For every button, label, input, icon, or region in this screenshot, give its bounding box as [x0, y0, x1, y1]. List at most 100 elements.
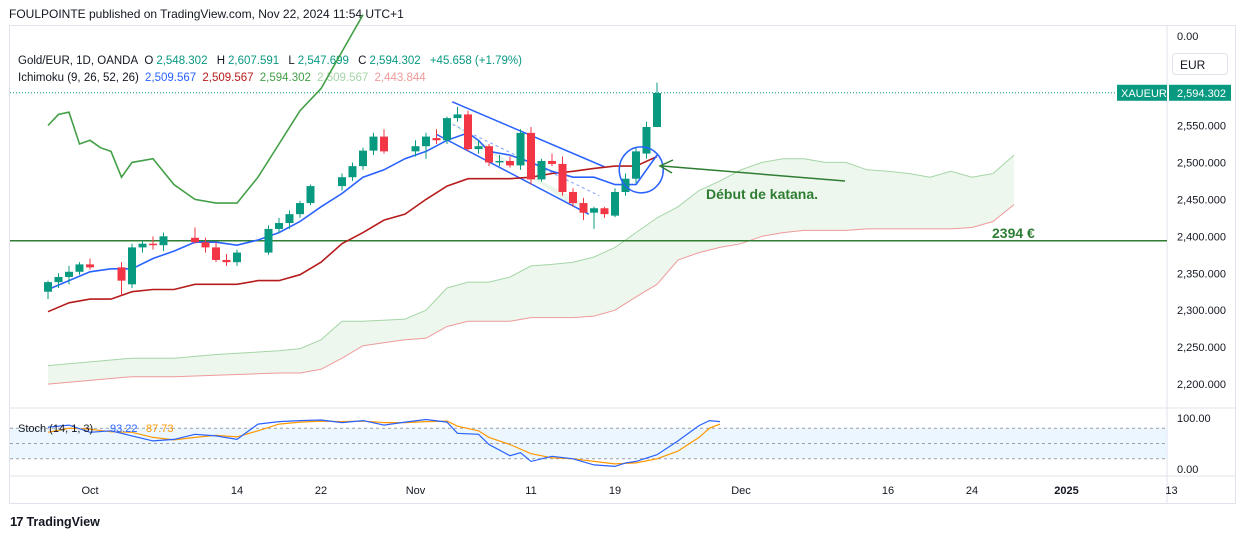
x-tick-label: Dec	[731, 485, 751, 497]
candle	[569, 191, 577, 204]
symbol-legend[interactable]: Gold/EUR, 1D, OANDA O 2,548.302 H 2,607.59…	[18, 55, 525, 67]
candle	[474, 146, 483, 150]
kijun-sen	[47, 155, 658, 313]
ohlc-close: C 2,594.302	[358, 55, 421, 67]
chart-frame	[9, 25, 1236, 504]
candle	[44, 282, 52, 292]
candle	[138, 243, 147, 248]
katana-annotation: Début de katana.	[706, 186, 818, 202]
candle	[191, 237, 199, 243]
x-tick-label: Nov	[406, 485, 426, 497]
candle	[558, 163, 567, 192]
ichimoku-senkou-b-value: 2,443.844	[374, 72, 426, 84]
y-axis-top-label: 0.00	[1177, 31, 1198, 43]
candle	[212, 247, 220, 260]
candle	[411, 146, 420, 152]
ohlc-low: L 2,547.699	[288, 55, 349, 67]
tradingview-footer: 17 TradingView	[10, 514, 100, 529]
y-tick-label: 2,550.000	[1177, 121, 1226, 133]
ichimoku-legend[interactable]: Ichimoku (9, 26, 52, 26) 2,509.567 2,509…	[18, 72, 429, 84]
x-tick-label: 13	[1165, 485, 1177, 497]
candle	[233, 252, 241, 263]
ohlc-high: H 2,607.591	[216, 55, 280, 67]
last-price-value: 2,594.302	[1177, 88, 1226, 100]
stoch-y-tick-bottom: 0.00	[1177, 464, 1198, 476]
candle	[369, 136, 378, 151]
tradingview-brand: TradingView	[26, 514, 100, 529]
candle	[443, 118, 451, 141]
candle	[54, 276, 63, 283]
candle	[537, 160, 546, 180]
candle	[117, 267, 126, 281]
candle	[222, 259, 231, 263]
candle	[149, 243, 157, 246]
x-tick-label: 11	[525, 485, 536, 497]
senkou-span-b	[47, 204, 1015, 385]
candle	[296, 203, 304, 215]
y-tick-label: 2,250.000	[1177, 342, 1226, 354]
last-price-tag	[1169, 84, 1231, 101]
channel-lower-line	[436, 133, 590, 215]
y-tick-label: 2,400.000	[1177, 231, 1226, 243]
x-tick-label: 16	[882, 485, 894, 497]
y-tick-label: 2,300.000	[1177, 305, 1226, 317]
candle	[86, 264, 94, 268]
x-tick-label: Oct	[81, 485, 98, 497]
x-tick-label: 14	[231, 485, 243, 497]
candle	[75, 264, 84, 272]
x-tick-label: 22	[315, 485, 327, 497]
ichimoku-label: Ichimoku (9, 26, 52, 26)	[18, 72, 139, 84]
candle	[579, 203, 588, 213]
candle	[380, 136, 388, 152]
katana-arrow	[661, 165, 846, 182]
support-annotation: 2394 €	[992, 225, 1035, 241]
tenkan-sen	[47, 132, 658, 291]
y-tick-label: 2,200.000	[1177, 379, 1226, 391]
candle	[201, 242, 210, 248]
candle	[264, 228, 273, 253]
symbol-price-tag	[1117, 84, 1167, 101]
candle	[65, 271, 73, 277]
candle	[516, 132, 525, 166]
candle	[338, 177, 346, 187]
candle	[611, 191, 619, 216]
stoch-label: Stoch (14, 1, 3)	[18, 423, 93, 435]
senkou-span-a	[47, 154, 1015, 367]
candle	[128, 247, 136, 285]
candle	[485, 146, 493, 163]
candle	[306, 186, 315, 204]
candle	[527, 132, 535, 180]
candle	[632, 151, 640, 179]
stoch-k-value: 93.22	[110, 423, 138, 435]
currency-button[interactable]: EUR	[1172, 53, 1228, 75]
candle	[495, 160, 504, 163]
x-tick-label: 19	[609, 485, 621, 497]
tradingview-logo-icon: 17	[10, 514, 24, 529]
candle	[422, 136, 430, 147]
candle	[453, 114, 462, 119]
candle	[506, 160, 514, 166]
ohlc-change: +45.658 (+1.79%)	[429, 55, 522, 67]
candle	[159, 236, 168, 246]
publisher-line: FOULPOINTE published on TradingView.com,…	[9, 7, 404, 21]
ichimoku-cloud	[48, 155, 1014, 385]
stoch-k-line	[47, 418, 721, 468]
candle	[653, 92, 661, 127]
ichimoku-senkou-a-value: 2,509.567	[317, 72, 369, 84]
y-tick-label: 2,500.000	[1177, 157, 1226, 169]
chikou-span	[47, 14, 364, 204]
y-tick-label: 2,450.000	[1177, 194, 1226, 206]
katana-arrow-head	[658, 159, 674, 174]
ichimoku-tenkan-value: 2,509.567	[145, 72, 197, 84]
x-tick-label: 24	[966, 485, 978, 497]
candle	[348, 166, 357, 178]
candle	[359, 150, 367, 167]
candle	[464, 114, 472, 150]
ichimoku-kijun-value: 2,509.567	[202, 72, 254, 84]
katana-circle	[618, 146, 664, 194]
candle	[590, 208, 598, 213]
symbol-price-tag-label: XAUEUR	[1121, 88, 1167, 100]
stoch-d-value: 87.73	[146, 423, 174, 435]
candle	[548, 160, 556, 164]
